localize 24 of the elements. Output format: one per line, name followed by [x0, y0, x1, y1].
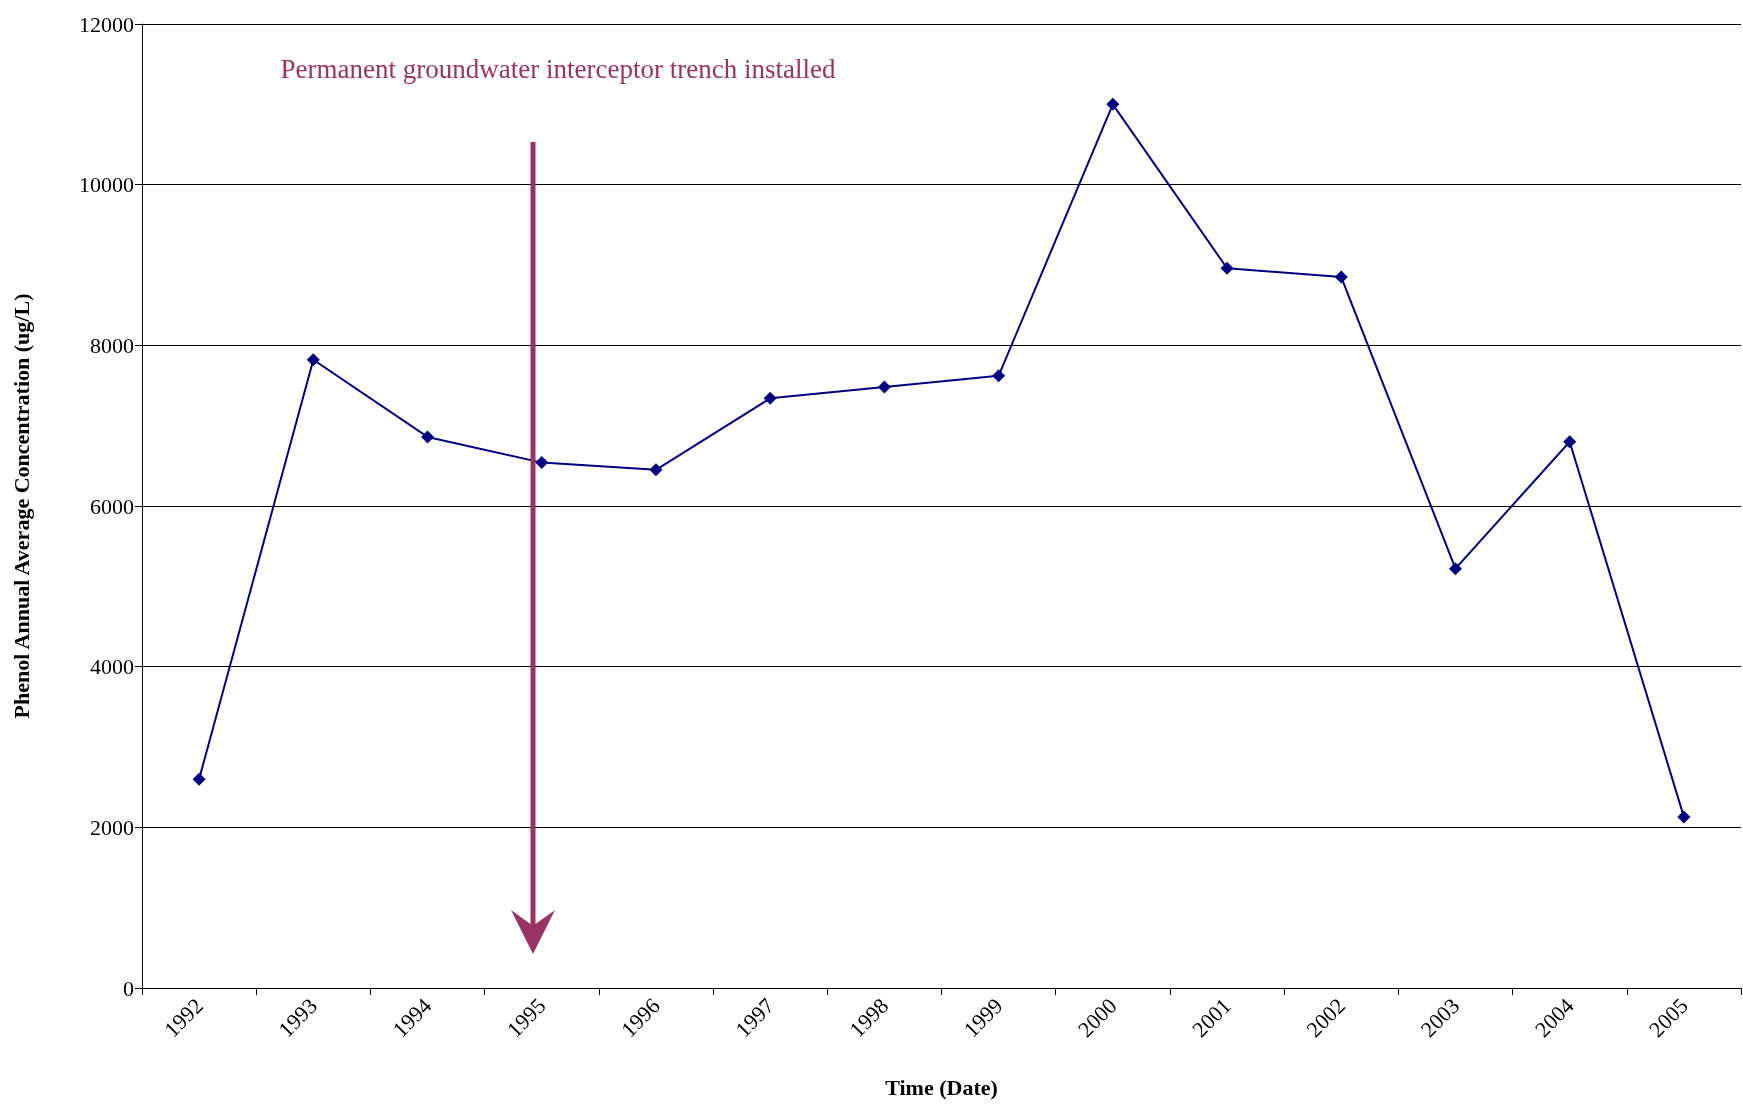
y-tick-label: 0 [123, 975, 134, 1001]
y-tick-label: 8000 [90, 332, 134, 358]
annotation: Permanent groundwater interceptor trench installed [280, 54, 836, 85]
y-tick-label: 12000 [79, 11, 134, 37]
y-axis-title: Phenol Annual Average Concentration (ug/L) [8, 293, 34, 719]
point [535, 456, 549, 470]
point [877, 380, 891, 394]
point [1448, 562, 1462, 576]
y-tick-label: 10000 [79, 172, 134, 198]
point [649, 463, 663, 477]
point [763, 391, 777, 405]
point [1220, 261, 1234, 275]
point [421, 430, 435, 444]
point [1334, 270, 1348, 284]
y-tick-label: 2000 [90, 814, 134, 840]
y-tick-label: 6000 [90, 493, 134, 519]
point [992, 369, 1006, 383]
point [1563, 435, 1577, 449]
x-axis-title: Time (Date) [885, 1074, 998, 1100]
y-tick-label: 4000 [90, 654, 134, 680]
point [306, 353, 320, 367]
point [1677, 810, 1691, 824]
point [192, 772, 206, 786]
point [1106, 97, 1120, 111]
